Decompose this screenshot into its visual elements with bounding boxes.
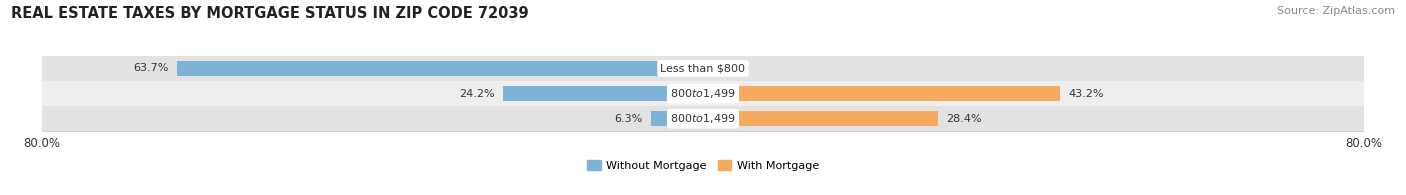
Bar	[42, 56, 1364, 81]
Bar	[651, 112, 703, 126]
Bar	[42, 81, 1364, 106]
Text: REAL ESTATE TAXES BY MORTGAGE STATUS IN ZIP CODE 72039: REAL ESTATE TAXES BY MORTGAGE STATUS IN …	[11, 6, 529, 21]
Bar	[703, 61, 706, 76]
Text: 63.7%: 63.7%	[134, 63, 169, 74]
Bar	[703, 112, 938, 126]
Text: 24.2%: 24.2%	[460, 89, 495, 99]
Text: $800 to $1,499: $800 to $1,499	[671, 87, 735, 100]
Text: 6.3%: 6.3%	[614, 114, 643, 124]
Text: Less than $800: Less than $800	[661, 63, 745, 74]
Text: 0.34%: 0.34%	[714, 63, 749, 74]
Text: $800 to $1,499: $800 to $1,499	[671, 112, 735, 125]
Bar	[503, 86, 703, 101]
Text: 43.2%: 43.2%	[1069, 89, 1104, 99]
Text: Source: ZipAtlas.com: Source: ZipAtlas.com	[1277, 6, 1395, 16]
Legend: Without Mortgage, With Mortgage: Without Mortgage, With Mortgage	[582, 156, 824, 176]
Bar	[703, 86, 1060, 101]
Bar	[177, 61, 703, 76]
Bar	[42, 106, 1364, 131]
Text: 28.4%: 28.4%	[946, 114, 981, 124]
